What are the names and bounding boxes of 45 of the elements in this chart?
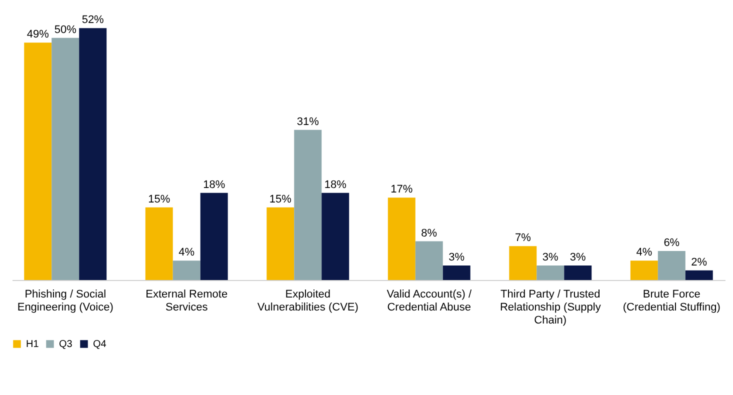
bar [172, 260, 200, 280]
x-tick-label: Brute Force (Credential Stuffing) [622, 288, 720, 314]
bar [145, 207, 173, 280]
x-tick-label: Valid Account(s) / Credential Abuse [386, 288, 472, 314]
data-label: 17% [390, 184, 413, 196]
data-label: 3% [448, 251, 465, 264]
bar [685, 270, 713, 280]
data-label: 18% [324, 178, 347, 191]
data-label: 8% [421, 227, 438, 240]
data-label: 7% [514, 232, 532, 244]
data-label: 3% [542, 251, 559, 264]
data-label: 15% [148, 193, 170, 206]
legend-label: H1 [26, 339, 40, 350]
data-label: 50% [54, 24, 77, 36]
data-label: 6% [664, 236, 680, 249]
bar [266, 207, 294, 280]
bar [200, 192, 228, 280]
bar [536, 265, 564, 280]
x-tick-label: Phishing / Social Engineering (Voice) [17, 288, 114, 314]
bar [658, 250, 686, 280]
legend-label: Q4 [93, 339, 107, 350]
bar [52, 38, 80, 280]
data-label: 49% [26, 28, 50, 41]
data-label: 2% [691, 256, 708, 268]
bar [442, 265, 470, 280]
bar [294, 130, 322, 280]
data-label: 15% [269, 193, 292, 206]
bar [79, 28, 107, 280]
data-label: 31% [296, 116, 320, 128]
bar [415, 241, 443, 280]
bar [24, 42, 52, 280]
bar [509, 246, 537, 280]
bar [564, 265, 592, 280]
x-tick-label: Third Party / Trusted Relationship (Supply Chain) [500, 288, 602, 326]
bar [388, 198, 416, 280]
legend-label: Q3 [59, 339, 73, 350]
data-label: 3% [570, 251, 586, 264]
bar [630, 260, 658, 280]
data-label: 4% [178, 246, 195, 259]
x-tick-label: Exploited Vulnerabilities (CVE) [257, 288, 358, 314]
data-label: 18% [203, 178, 226, 191]
data-label: 4% [636, 246, 652, 259]
x-tick-label: External Remote Services [146, 288, 228, 314]
data-label: 52% [82, 14, 104, 26]
bar [322, 192, 350, 280]
